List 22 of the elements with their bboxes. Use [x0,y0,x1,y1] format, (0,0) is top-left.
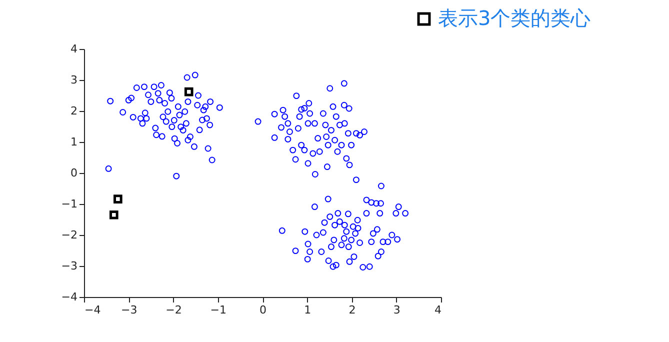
x-tick-label: 2 [348,304,356,316]
y-tick-label: 3 [70,74,78,86]
y-tick-label: −2 [61,228,78,242]
y-tick-label: −4 [61,290,78,304]
x-tick-label: −1 [210,304,226,316]
x-tick-label: 0 [260,304,266,316]
x-tick-label: −2 [166,304,182,316]
x-tick-label: 4 [434,304,442,316]
x-tick-label: −4 [84,304,101,316]
x-tick-label: 1 [304,304,312,316]
x-tick-label: 3 [393,304,400,316]
point [109,210,118,220]
point [114,194,122,204]
y-tick-label: 0 [70,166,78,180]
y-tick-label: −3 [61,260,78,272]
point [184,87,194,96]
y-tick-label: 4 [70,42,78,56]
y-tick-label: 1 [70,136,78,148]
x-tick-label: −3 [121,304,138,316]
legend-label: 表示3个类的类心 [438,6,591,30]
y-tick-label: −1 [61,198,78,210]
y-tick-label: 2 [70,104,78,118]
